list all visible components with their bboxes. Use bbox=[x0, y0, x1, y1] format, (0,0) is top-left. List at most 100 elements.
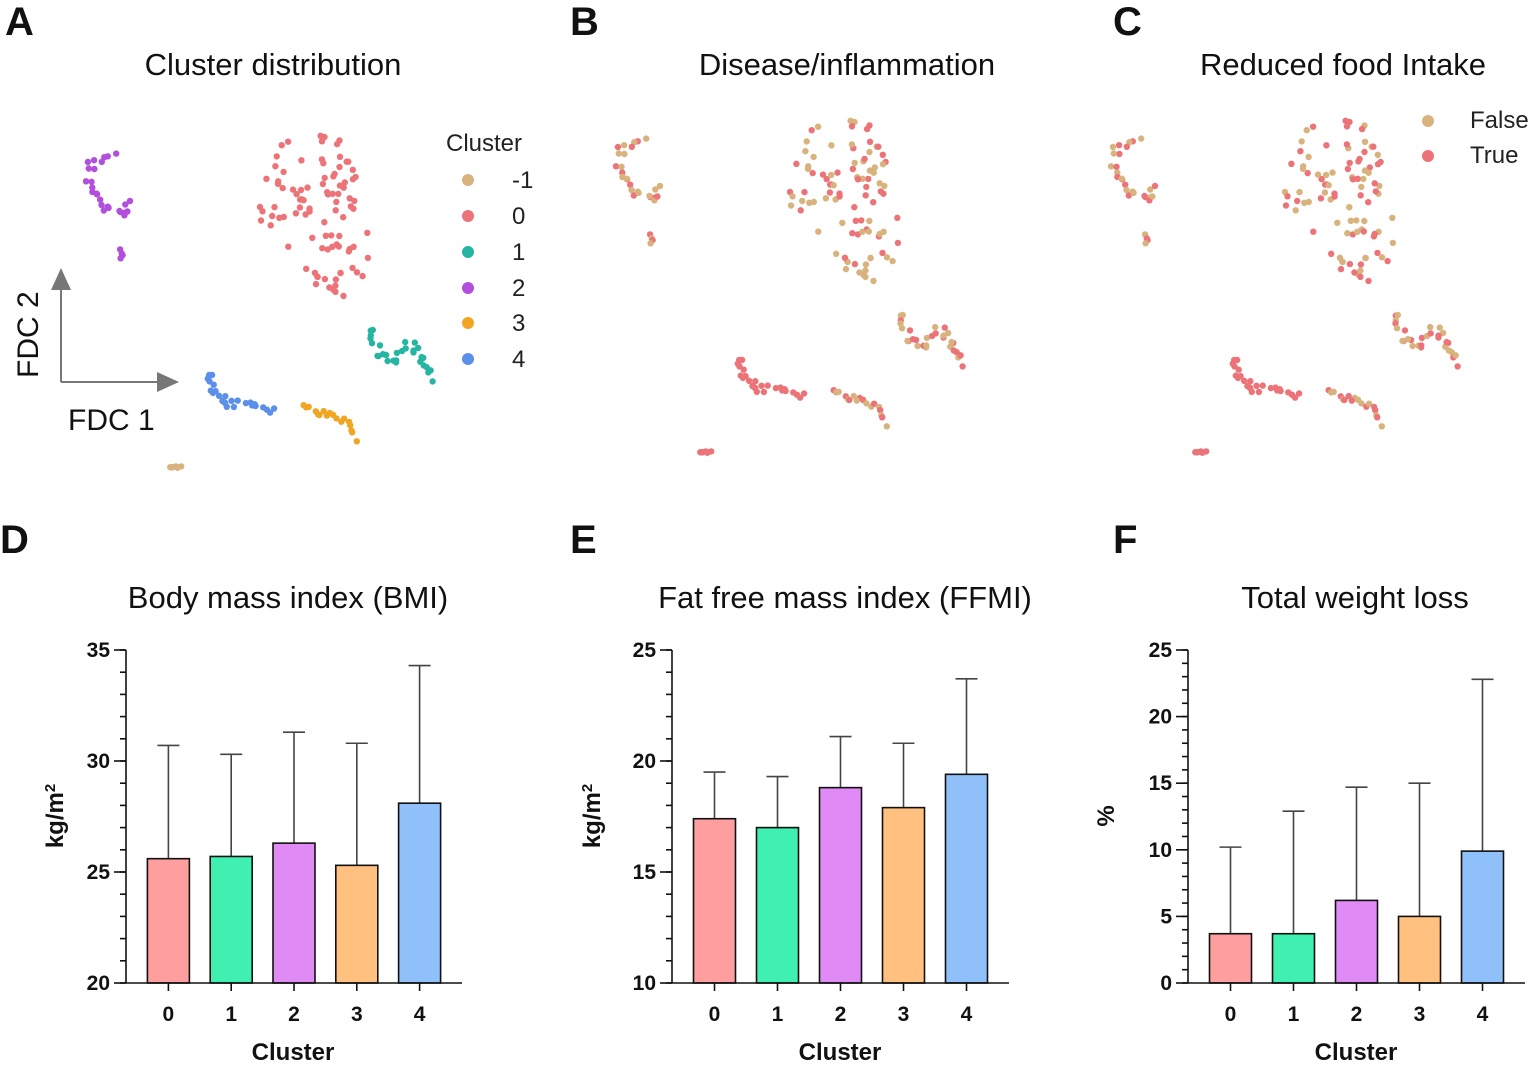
x-tick-label-0: 0 bbox=[709, 1003, 721, 1026]
scatter-point bbox=[894, 239, 902, 247]
scatter-point bbox=[335, 190, 342, 198]
legend-label-true: True bbox=[1470, 142, 1518, 169]
scatter-point bbox=[1116, 150, 1123, 158]
scatter-point bbox=[336, 163, 343, 171]
scatter-point bbox=[1142, 240, 1149, 247]
scatter-point bbox=[1305, 153, 1312, 161]
scatter-point bbox=[105, 204, 112, 212]
scatter-point bbox=[209, 389, 217, 397]
scatter-point bbox=[1353, 217, 1360, 224]
ticks-bmi: 20 25 30 35 0 1 2 3 4 bbox=[87, 639, 462, 1026]
scatter-point bbox=[848, 141, 856, 148]
scatter-point bbox=[318, 138, 326, 145]
scatter-point bbox=[863, 125, 871, 133]
scatter-point bbox=[285, 243, 292, 250]
scatter-point bbox=[940, 332, 947, 339]
scatter-point bbox=[1294, 197, 1301, 205]
scatter-point bbox=[1357, 261, 1365, 268]
scatter-point bbox=[870, 400, 878, 407]
scatter-point bbox=[853, 397, 860, 404]
scatter-point bbox=[319, 180, 327, 188]
scatter-point bbox=[337, 269, 344, 277]
scatter-point bbox=[309, 234, 316, 241]
scatter-point bbox=[1305, 198, 1313, 206]
y-tick-label: 30 bbox=[87, 750, 110, 773]
scatter-point bbox=[278, 142, 285, 149]
scatter-point bbox=[318, 156, 326, 163]
scatter-point bbox=[764, 382, 771, 389]
scatter-point bbox=[1361, 148, 1368, 156]
panel-letter-d: D bbox=[0, 518, 29, 562]
scatter-point bbox=[1347, 217, 1355, 224]
scatter-point bbox=[1427, 330, 1434, 337]
scatter-point bbox=[223, 403, 230, 410]
scatter-point bbox=[906, 327, 914, 334]
scatter-point bbox=[228, 397, 235, 404]
scatter-point bbox=[889, 257, 896, 265]
scatter-point bbox=[90, 157, 98, 164]
scatter-point bbox=[234, 397, 241, 404]
bar-cluster-2 bbox=[818, 786, 863, 984]
ticks-weight-loss: 0 5 10 15 20 25 0 1 2 3 4 bbox=[1149, 639, 1525, 1026]
scatter-point bbox=[269, 212, 276, 220]
scatter-point bbox=[1452, 352, 1459, 359]
scatter-point bbox=[178, 463, 185, 470]
scatter-point bbox=[1372, 188, 1380, 195]
scatter-point bbox=[879, 414, 886, 421]
x-tick-label-0: 0 bbox=[163, 1003, 175, 1026]
scatter-point bbox=[612, 163, 620, 170]
x-axis-title-weight-loss: Cluster bbox=[1315, 1039, 1398, 1065]
scatter-point bbox=[1147, 186, 1154, 193]
scatter-point bbox=[1443, 338, 1450, 346]
scatter-point bbox=[1110, 150, 1118, 157]
scatter-point bbox=[346, 195, 353, 202]
scatter-point bbox=[1404, 336, 1412, 343]
scatter-point bbox=[311, 269, 319, 276]
scatter-point bbox=[883, 254, 891, 261]
x-tick-label-3: 3 bbox=[351, 1003, 363, 1026]
scatter-point bbox=[122, 201, 129, 208]
scatter-point bbox=[1378, 254, 1386, 261]
scatter-point bbox=[799, 197, 806, 205]
scatter-point bbox=[870, 199, 877, 206]
scatter-point bbox=[1360, 228, 1368, 235]
scatter-point bbox=[1374, 151, 1382, 158]
scatter-reduced-food-intake bbox=[1107, 117, 1461, 456]
scatter-point bbox=[85, 165, 93, 172]
scatter-point bbox=[1389, 214, 1396, 221]
bar-cluster-1 bbox=[209, 855, 253, 984]
scatter-point bbox=[252, 402, 259, 410]
bar-cluster-3 bbox=[1397, 915, 1442, 984]
scatter-point bbox=[623, 175, 630, 182]
scatter-point bbox=[865, 175, 872, 183]
scatter-point bbox=[329, 243, 336, 250]
scatter-point bbox=[88, 178, 95, 185]
x-tick-label-2: 2 bbox=[835, 1003, 847, 1026]
scatter-point bbox=[866, 217, 873, 225]
bar-cluster-0 bbox=[692, 817, 737, 984]
scatter-point bbox=[862, 267, 869, 274]
scatter-point bbox=[835, 388, 842, 395]
bars-weight-loss bbox=[1208, 678, 1505, 984]
scatter-point bbox=[814, 123, 822, 130]
y-tick-label: 15 bbox=[633, 861, 657, 884]
scatter-point bbox=[336, 182, 344, 189]
scatter-point bbox=[914, 342, 921, 350]
scatter-point bbox=[306, 208, 313, 215]
scatter-point bbox=[740, 366, 747, 373]
scatter-point bbox=[333, 198, 340, 206]
scatter-point bbox=[1358, 125, 1366, 133]
scatter-point bbox=[1304, 169, 1311, 177]
y-axis-title-ffmi: kg/m2 bbox=[579, 784, 607, 848]
scatter-point bbox=[305, 403, 312, 410]
scatter-point bbox=[323, 412, 330, 419]
scatter-point bbox=[923, 342, 930, 349]
scatter-point bbox=[859, 228, 866, 235]
scatter-point bbox=[1296, 188, 1303, 196]
scatter-point bbox=[826, 189, 834, 196]
scatter-point bbox=[932, 330, 939, 337]
scatter-point bbox=[827, 171, 835, 179]
scatter-point bbox=[347, 422, 354, 429]
scatter-point bbox=[113, 150, 120, 157]
scatter-point bbox=[1346, 204, 1353, 211]
